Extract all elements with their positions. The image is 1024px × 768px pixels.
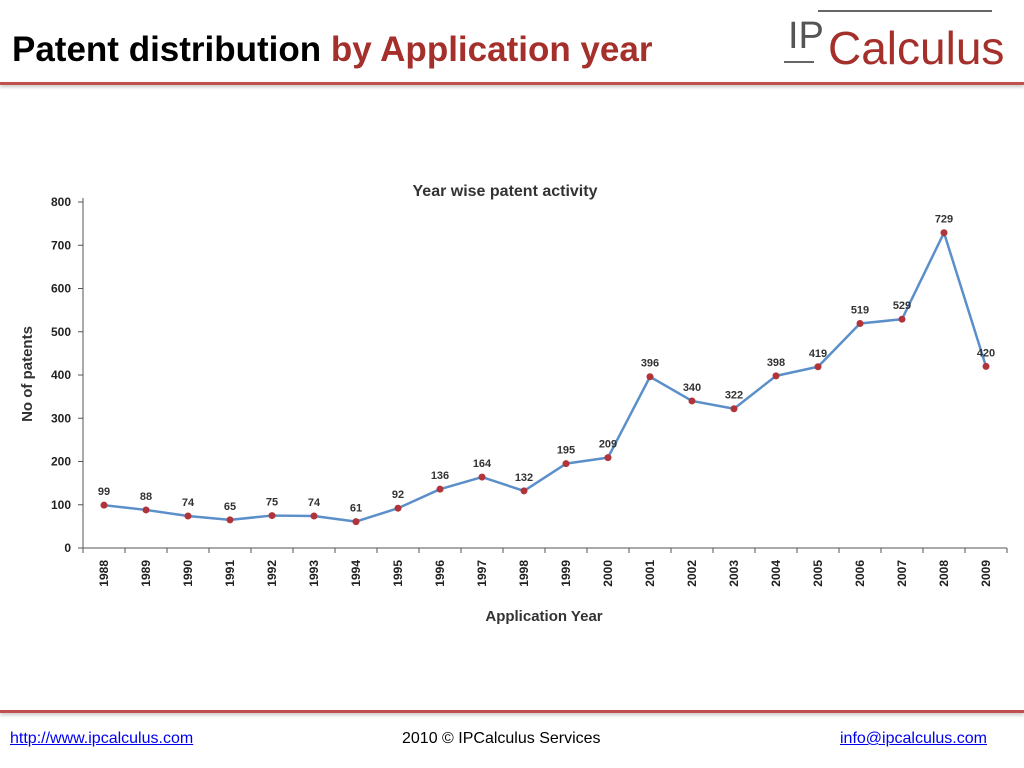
- data-label: 61: [350, 503, 362, 515]
- data-label: 340: [683, 382, 701, 394]
- data-point: [982, 362, 990, 370]
- x-tick-label: 1990: [181, 560, 195, 587]
- email-link[interactable]: info@ipcalculus.com: [840, 730, 987, 747]
- data-point: [646, 373, 654, 381]
- data-point: [436, 485, 444, 493]
- x-tick-label: 2007: [895, 560, 909, 587]
- series-line: [103, 231, 988, 523]
- data-label: 136: [431, 470, 449, 482]
- x-tick-label: 2001: [643, 560, 657, 587]
- x-tick-label: 1993: [307, 560, 321, 587]
- chart-axes: 0 100 200 300 400 500 600 700 800 1988 1989 1990 199…: [51, 195, 1008, 587]
- data-label: 92: [392, 489, 404, 501]
- logo-ip: IP: [788, 15, 824, 57]
- header-rule: [0, 82, 1024, 85]
- data-point: [352, 518, 360, 526]
- website-link[interactable]: http://www.ipcalculus.com: [10, 730, 194, 747]
- x-tick-label: 2003: [727, 560, 741, 587]
- data-label: 398: [767, 357, 785, 369]
- x-tick-label: 1998: [517, 560, 531, 587]
- data-label: 419: [809, 348, 827, 360]
- y-tick-label: 800: [51, 195, 71, 209]
- page-title: Patent distribution by Application year: [12, 30, 652, 70]
- data-label: 519: [851, 305, 869, 317]
- x-tick-label: 2008: [937, 560, 951, 587]
- x-tick-label: 1991: [223, 560, 237, 587]
- title-main: Patent distribution: [12, 30, 322, 69]
- data-point: [184, 512, 192, 520]
- x-axis-title: Application Year: [485, 608, 602, 625]
- data-label: 529: [893, 300, 911, 312]
- data-label: 65: [224, 501, 236, 513]
- data-label: 729: [935, 214, 953, 226]
- footer-rule: [0, 710, 1024, 713]
- data-label: 74: [308, 497, 321, 509]
- data-label: 132: [515, 472, 533, 484]
- y-tick-label: 500: [51, 325, 71, 339]
- data-label: 74: [182, 497, 195, 509]
- x-tick-label: 1994: [349, 560, 363, 587]
- x-tick-label: 1995: [391, 560, 405, 587]
- data-label: 75: [266, 497, 278, 509]
- y-axis-title: No of patents: [19, 326, 36, 422]
- x-tick-label: 2004: [769, 560, 783, 587]
- data-point: [898, 315, 906, 323]
- data-label: 420: [977, 347, 995, 359]
- data-point: [772, 372, 780, 380]
- logo-rest: Calculus: [828, 22, 1004, 74]
- data-point: [814, 363, 822, 371]
- x-tick-label: 1999: [559, 560, 573, 587]
- data-point: [478, 473, 486, 481]
- patent-line-chart: 0 100 200 300 400 500 600 700 800 1988 1989 1990 199…: [19, 183, 1008, 625]
- data-label: 164: [473, 458, 492, 470]
- data-point: [142, 506, 150, 514]
- y-tick-label: 700: [51, 238, 71, 252]
- x-tick-label: 2005: [811, 560, 825, 587]
- chart-series: 99 88 74 65 75 74 61 92 136 164 132 195 209 396 340 322…: [98, 214, 995, 526]
- data-point: [520, 487, 528, 495]
- data-point: [268, 512, 276, 520]
- y-tick-label: 300: [51, 411, 71, 425]
- data-point: [688, 397, 696, 405]
- data-label: 209: [599, 439, 617, 451]
- x-tick-label: 2002: [685, 560, 699, 587]
- title-accent: by Application year: [330, 30, 653, 69]
- copyright-text: 2010 © IPCalculus Services: [402, 730, 601, 747]
- data-label: 322: [725, 390, 743, 402]
- x-tick-label: 1996: [433, 560, 447, 587]
- data-point: [226, 516, 234, 524]
- y-tick-label: 200: [51, 455, 71, 469]
- x-tick-label: 1992: [265, 560, 279, 587]
- y-tick-label: 400: [51, 368, 71, 382]
- x-tick-label: 1997: [475, 560, 489, 587]
- chart-title: Year wise patent activity: [413, 183, 598, 200]
- x-tick-label: 2006: [853, 560, 867, 587]
- data-point: [100, 501, 108, 509]
- data-point: [562, 460, 570, 468]
- ipcalculus-logo: IP Calculus: [784, 10, 1004, 74]
- data-point: [604, 454, 612, 462]
- y-tick-label: 600: [51, 282, 71, 296]
- data-point: [394, 504, 402, 512]
- data-point: [730, 405, 738, 413]
- data-point: [940, 229, 948, 237]
- x-tick-label: 1989: [139, 560, 153, 587]
- data-label: 99: [98, 486, 110, 498]
- x-tick-label: 1988: [97, 560, 111, 587]
- data-label: 88: [140, 491, 152, 503]
- x-tick-label: 2009: [979, 560, 993, 587]
- data-label: 195: [557, 445, 575, 457]
- x-tick-label: 2000: [601, 560, 615, 587]
- y-tick-label: 100: [51, 498, 71, 512]
- y-tick-label: 0: [64, 541, 71, 555]
- data-point: [856, 320, 864, 328]
- data-label: 396: [641, 358, 659, 370]
- data-point: [310, 512, 318, 520]
